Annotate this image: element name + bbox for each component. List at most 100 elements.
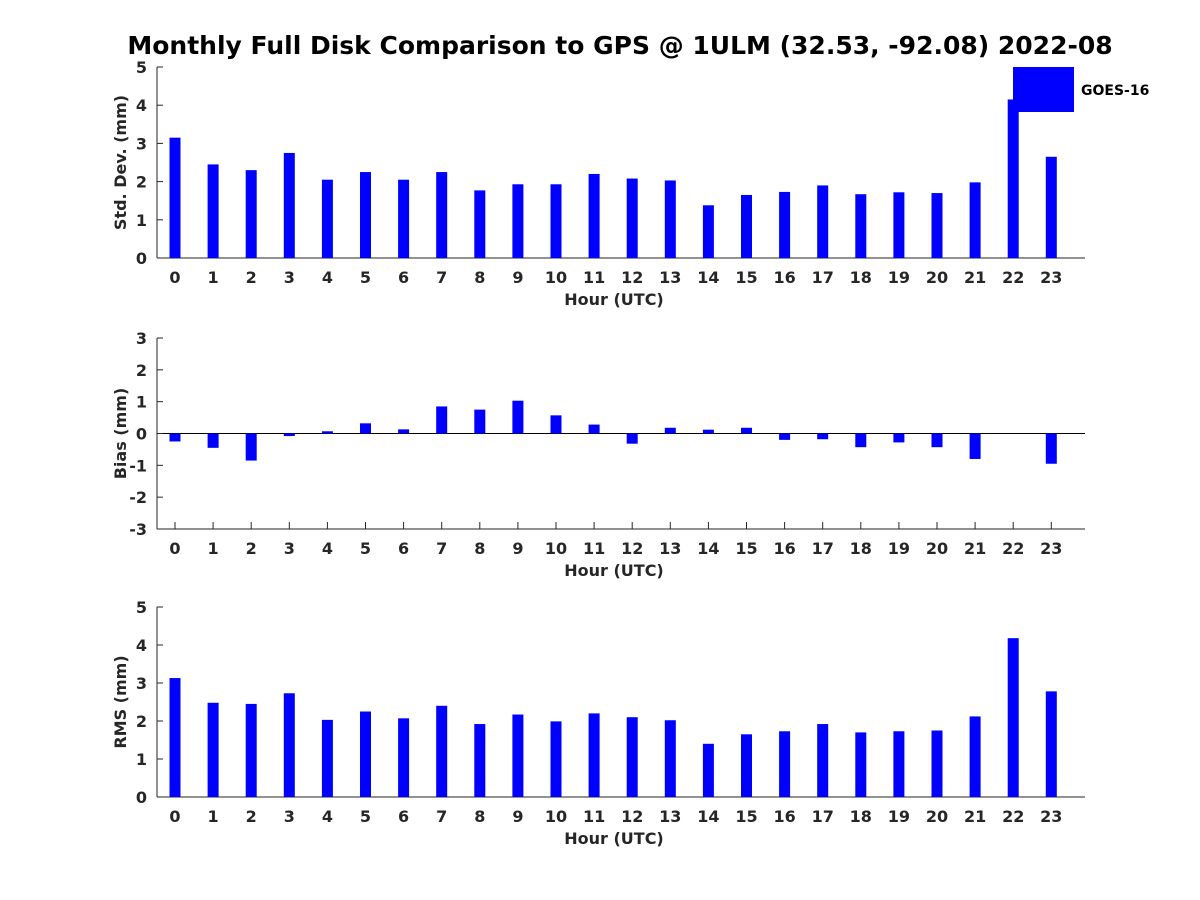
x-tick-label: 15: [735, 807, 757, 826]
x-tick-label: 16: [773, 268, 795, 287]
legend: GOES-16: [1013, 67, 1149, 112]
x-tick-label: 4: [322, 268, 333, 287]
x-tick-label: 5: [360, 807, 371, 826]
bar-rms-12: [626, 717, 638, 797]
x-tick-label: 16: [773, 807, 795, 826]
x-tick-label: 15: [735, 539, 757, 558]
x-tick-label: 23: [1040, 807, 1062, 826]
x-tick-label: 9: [512, 539, 523, 558]
x-tick-label: 13: [659, 539, 681, 558]
x-tick-label: 10: [545, 539, 567, 558]
bar-std-11: [588, 173, 600, 258]
x-tick-label: 9: [512, 268, 523, 287]
bar-bias-17: [817, 433, 829, 440]
bar-std-13: [664, 180, 676, 258]
x-tick-label: 11: [583, 807, 605, 826]
bar-bias-8: [474, 409, 486, 434]
bar-bias-11: [588, 424, 600, 434]
bar-rms-18: [855, 732, 867, 797]
y-tick-label: 2: [136, 361, 147, 380]
y-tick-label: 0: [136, 425, 147, 444]
y-tick-label: 2: [136, 173, 147, 192]
x-tick-label: 17: [812, 268, 834, 287]
y-tick-label: 3: [136, 134, 147, 153]
x-tick-label: 22: [1002, 807, 1024, 826]
bar-bias-21: [969, 433, 981, 459]
bar-rms-17: [817, 724, 829, 797]
x-tick-label: 2: [246, 807, 257, 826]
x-tick-label: 1: [208, 268, 219, 287]
x-tick-label: 5: [360, 539, 371, 558]
bar-std-3: [283, 152, 295, 258]
x-axis-label: Hour (UTC): [564, 829, 664, 848]
x-tick-label: 18: [850, 807, 872, 826]
bar-rms-15: [741, 734, 752, 797]
x-tick-label: 15: [735, 268, 757, 287]
bar-rms-21: [969, 716, 981, 797]
x-tick-label: 17: [812, 807, 834, 826]
bar-rms-8: [474, 724, 486, 797]
x-tick-label: 13: [659, 268, 681, 287]
bar-rms-20: [931, 730, 943, 797]
bar-rms-9: [512, 714, 524, 797]
y-tick-label: 4: [136, 636, 147, 655]
x-axis-label: Hour (UTC): [564, 561, 664, 580]
x-tick-label: 14: [697, 807, 719, 826]
x-axis-label: Hour (UTC): [564, 290, 664, 309]
bar-rms-0: [169, 678, 181, 797]
bar-bias-9: [512, 400, 524, 434]
bar-std-2: [245, 170, 257, 258]
bar-bias-19: [893, 433, 905, 443]
bar-bias-5: [360, 423, 371, 434]
bar-rms-23: [1045, 691, 1057, 797]
bar-std-10: [550, 184, 562, 258]
x-tick-label: 4: [322, 807, 333, 826]
x-tick-label: 14: [697, 539, 719, 558]
y-tick-label: 5: [136, 598, 147, 617]
bar-bias-1: [207, 433, 219, 448]
bar-rms-7: [436, 705, 448, 797]
x-tick-label: 9: [512, 807, 523, 826]
x-tick-label: 7: [436, 807, 447, 826]
bar-std-16: [779, 191, 791, 258]
bar-rms-16: [779, 731, 791, 797]
x-tick-label: 21: [964, 539, 986, 558]
bar-std-7: [436, 172, 448, 258]
x-tick-label: 12: [621, 539, 643, 558]
bar-std-0: [169, 137, 181, 258]
bar-rms-10: [550, 721, 562, 797]
bar-bias-2: [245, 433, 257, 461]
x-tick-label: 23: [1040, 539, 1062, 558]
x-tick-label: 12: [621, 807, 643, 826]
x-tick-label: 1: [208, 539, 219, 558]
x-tick-label: 2: [246, 268, 257, 287]
bar-std-6: [398, 179, 410, 258]
legend-label: GOES-16: [1081, 83, 1149, 99]
figure-title: Monthly Full Disk Comparison to GPS @ 1U…: [127, 31, 1112, 60]
bar-std-1: [207, 164, 219, 258]
bar-rms-19: [893, 731, 905, 797]
bar-bias-7: [436, 406, 448, 434]
x-tick-label: 20: [926, 807, 948, 826]
x-tick-label: 3: [284, 807, 295, 826]
x-tick-label: 3: [284, 268, 295, 287]
y-tick-label: 0: [136, 249, 147, 268]
x-tick-label: 10: [545, 807, 567, 826]
bar-bias-20: [931, 433, 943, 448]
x-tick-label: 5: [360, 268, 371, 287]
bar-std-19: [893, 192, 905, 258]
x-tick-label: 11: [583, 539, 605, 558]
bar-std-8: [474, 190, 486, 258]
x-tick-label: 22: [1002, 268, 1024, 287]
y-tick-label: 4: [136, 96, 147, 115]
bar-bias-3: [283, 433, 295, 437]
y-axis-label: Bias (mm): [111, 388, 130, 480]
bar-bias-18: [855, 433, 867, 448]
x-tick-label: 20: [926, 268, 948, 287]
y-tick-label: 3: [136, 329, 147, 348]
y-axis-label: RMS (mm): [111, 655, 130, 748]
bar-bias-6: [398, 429, 410, 434]
